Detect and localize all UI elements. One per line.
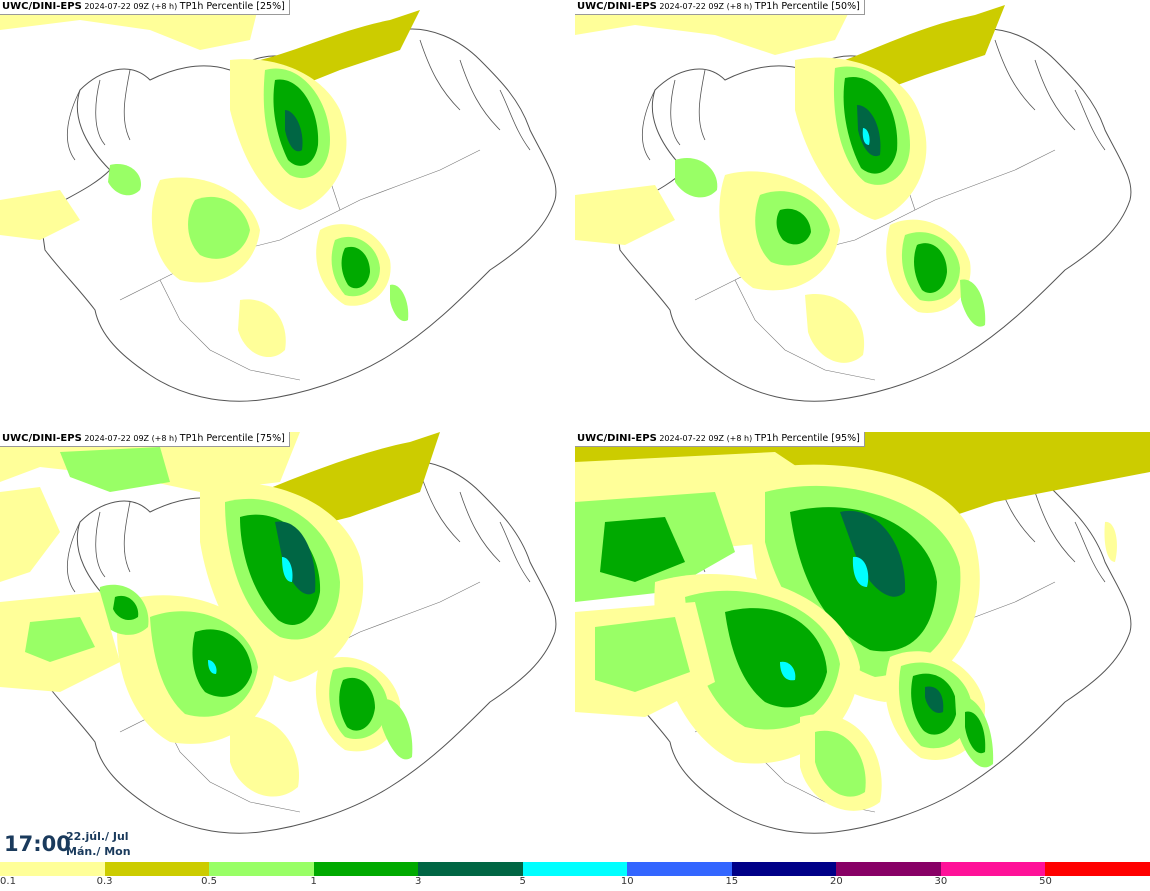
scale-segment: [104, 862, 210, 876]
scale-tick-label: 5: [519, 876, 526, 887]
run-time: 2024-07-22 09Z: [84, 434, 150, 443]
scale-segment: [313, 862, 419, 876]
precip-map-p25: [0, 0, 557, 402]
precip-map-p50: [575, 0, 1132, 402]
valid-weekday: Mán./ Mon: [66, 845, 131, 858]
color-scale-ticks: 0.1 0.3 0.5 1 3 5 10 15 20 30 50: [0, 876, 1150, 890]
scale-segment: [1045, 862, 1150, 876]
lead-time: (+8 h): [151, 434, 178, 443]
panel-title: UWC/DINI-EPS 2024-07-22 09Z (+8 h) TP1h …: [575, 432, 865, 447]
scale-tick-label: 10: [620, 876, 634, 887]
model-source: UWC/DINI-EPS: [2, 1, 82, 12]
lead-time: (+8 h): [726, 434, 753, 443]
scale-segment: [627, 862, 732, 876]
run-time: 2024-07-22 09Z: [659, 2, 725, 11]
valid-time-box: 17:00 22.júl./ Jul Mán./ Mon: [0, 826, 132, 862]
panel-p75: UWC/DINI-EPS 2024-07-22 09Z (+8 h) TP1h …: [0, 432, 575, 862]
scale-tick-label: 1: [310, 876, 317, 887]
panel-p50: UWC/DINI-EPS 2024-07-22 09Z (+8 h) TP1h …: [575, 0, 1150, 430]
scale-segment: [522, 862, 628, 876]
panel-p95: UWC/DINI-EPS 2024-07-22 09Z (+8 h) TP1h …: [575, 432, 1150, 862]
run-time: 2024-07-22 09Z: [659, 434, 725, 443]
valid-time: 17:00: [4, 832, 71, 856]
scale-segment: [731, 862, 837, 876]
run-time: 2024-07-22 09Z: [84, 2, 150, 11]
percentile-label: TP1h Percentile [25%]: [179, 1, 285, 12]
scale-segment: [940, 862, 1046, 876]
scale-tick-label: 0.1: [0, 876, 16, 887]
percentile-label: TP1h Percentile [95%]: [754, 433, 860, 444]
model-source: UWC/DINI-EPS: [577, 433, 657, 444]
precip-map-p75: [0, 432, 557, 834]
panel-title: UWC/DINI-EPS 2024-07-22 09Z (+8 h) TP1h …: [0, 0, 290, 15]
valid-date: 22.júl./ Jul: [66, 830, 129, 843]
percentile-label: TP1h Percentile [50%]: [754, 1, 860, 12]
panel-title: UWC/DINI-EPS 2024-07-22 09Z (+8 h) TP1h …: [575, 0, 865, 15]
percentile-label: TP1h Percentile [75%]: [179, 433, 285, 444]
lead-time: (+8 h): [151, 2, 178, 11]
scale-tick-label: 0.3: [96, 876, 113, 887]
scale-tick-label: 0.5: [201, 876, 218, 887]
scale-segment: [418, 862, 523, 876]
scale-segment: [0, 862, 105, 876]
model-source: UWC/DINI-EPS: [2, 433, 82, 444]
scale-segment: [209, 862, 314, 876]
scale-tick-label: 30: [934, 876, 948, 887]
scale-tick-label: 50: [1039, 876, 1052, 887]
scale-tick-label: 20: [829, 876, 843, 887]
lead-time: (+8 h): [726, 2, 753, 11]
panel-title: UWC/DINI-EPS 2024-07-22 09Z (+8 h) TP1h …: [0, 432, 290, 447]
panel-p25: UWC/DINI-EPS 2024-07-22 09Z (+8 h) TP1h …: [0, 0, 575, 430]
scale-tick-label: 15: [725, 876, 739, 887]
model-source: UWC/DINI-EPS: [577, 1, 657, 12]
color-scale-bar: [0, 862, 1150, 876]
precip-map-p95: [575, 432, 1150, 834]
scale-segment: [836, 862, 941, 876]
scale-tick-label: 3: [414, 876, 422, 887]
